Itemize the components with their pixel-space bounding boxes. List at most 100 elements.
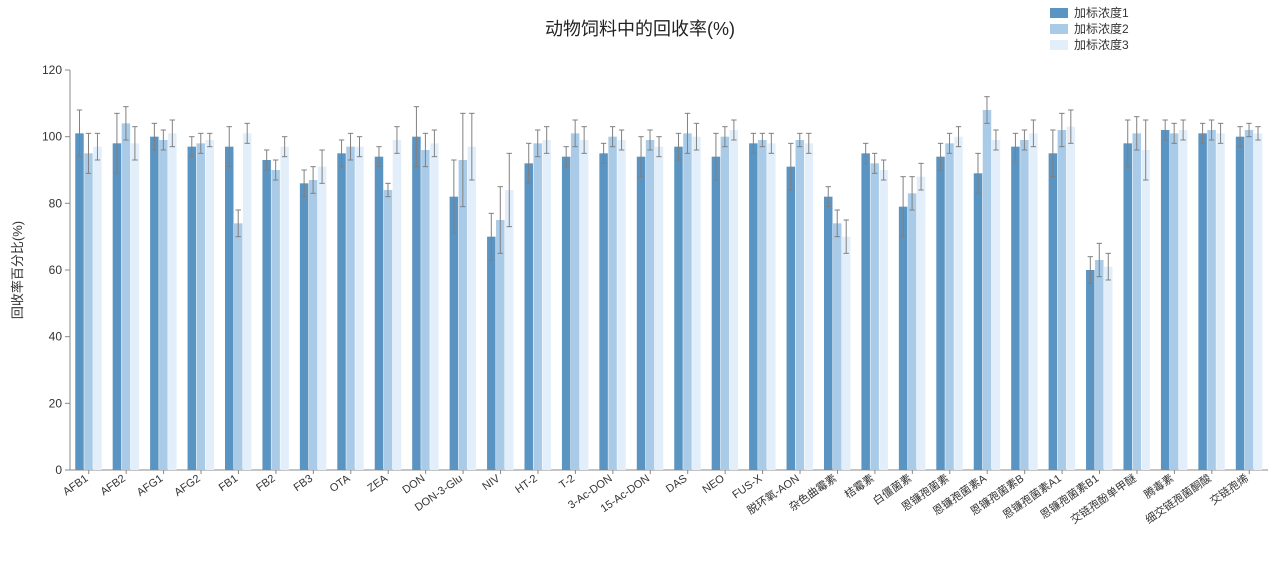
bar [1207, 130, 1215, 470]
bar [767, 143, 775, 470]
bar [375, 157, 383, 470]
bar [421, 150, 429, 470]
bar [908, 193, 916, 470]
bar [571, 133, 579, 470]
bar [337, 153, 345, 470]
bar [150, 137, 158, 470]
bar [936, 157, 944, 470]
bar [608, 137, 616, 470]
bar [168, 133, 176, 470]
bar [1179, 130, 1187, 470]
bar [318, 167, 326, 470]
bar [225, 147, 233, 470]
bar [674, 147, 682, 470]
bar [580, 140, 588, 470]
bar [1020, 140, 1028, 470]
bar [655, 147, 663, 470]
bar [983, 110, 991, 470]
bar [1236, 137, 1244, 470]
bar [93, 147, 101, 470]
bar [84, 153, 92, 470]
bar [496, 220, 504, 470]
bar [234, 223, 242, 470]
bar [346, 147, 354, 470]
bar [1132, 133, 1140, 470]
bar [974, 173, 982, 470]
bar [1123, 143, 1131, 470]
chart-title: 动物饲料中的回收率(%) [545, 19, 735, 39]
bar [1104, 267, 1112, 470]
y-tick-label: 20 [49, 396, 63, 410]
y-tick-label: 60 [49, 263, 63, 277]
legend-label: 加标浓度3 [1074, 37, 1129, 52]
bar [1141, 150, 1149, 470]
bar [113, 143, 121, 470]
bar [954, 137, 962, 470]
bar [749, 143, 757, 470]
bar [879, 170, 887, 470]
bar [533, 143, 541, 470]
bar [262, 160, 270, 470]
legend-swatch [1050, 8, 1068, 18]
bar [712, 157, 720, 470]
y-axis-label: 回收率百分比(%) [10, 221, 25, 319]
bar [805, 143, 813, 470]
bar [188, 147, 196, 470]
bar [692, 137, 700, 470]
bar [787, 167, 795, 470]
bar [1254, 133, 1262, 470]
bar [758, 140, 766, 470]
bar [505, 190, 513, 470]
bar [992, 140, 1000, 470]
bar [599, 153, 607, 470]
bar [384, 190, 392, 470]
bar [833, 223, 841, 470]
bar [1067, 127, 1075, 470]
bar [206, 140, 214, 470]
bar [355, 147, 363, 470]
bar [300, 183, 308, 470]
chart-svg: 动物饲料中的回收率(%)020406080100120回收率百分比(%)AFB1… [0, 0, 1280, 581]
bar [1216, 133, 1224, 470]
bar [393, 140, 401, 470]
bar [683, 133, 691, 470]
bar [430, 143, 438, 470]
bar [159, 140, 167, 470]
bar [1058, 130, 1066, 470]
bar [870, 163, 878, 470]
y-tick-label: 40 [49, 330, 63, 344]
bar [468, 147, 476, 470]
bar [617, 140, 625, 470]
bar [122, 123, 130, 470]
bar [280, 147, 288, 470]
bar [412, 137, 420, 470]
y-tick-label: 80 [49, 196, 63, 210]
legend-swatch [1050, 40, 1068, 50]
bar [197, 143, 205, 470]
recovery-chart: 动物饲料中的回收率(%)020406080100120回收率百分比(%)AFB1… [0, 0, 1280, 581]
bar [721, 137, 729, 470]
legend-label: 加标浓度2 [1074, 21, 1129, 36]
bar [899, 207, 907, 470]
bar [730, 130, 738, 470]
bar [637, 157, 645, 470]
bar [842, 237, 850, 470]
bar [524, 163, 532, 470]
bar [562, 157, 570, 470]
bar [1095, 260, 1103, 470]
bar [542, 140, 550, 470]
y-tick-label: 100 [42, 130, 62, 144]
bar [1086, 270, 1094, 470]
bar [450, 197, 458, 470]
bar [917, 177, 925, 470]
bar [824, 197, 832, 470]
bar [1049, 153, 1057, 470]
bar [487, 237, 495, 470]
bar [243, 133, 251, 470]
legend-swatch [1050, 24, 1068, 34]
bar [796, 140, 804, 470]
bar [309, 180, 317, 470]
bar [1161, 130, 1169, 470]
legend-label: 加标浓度1 [1074, 5, 1129, 20]
bar [861, 153, 869, 470]
